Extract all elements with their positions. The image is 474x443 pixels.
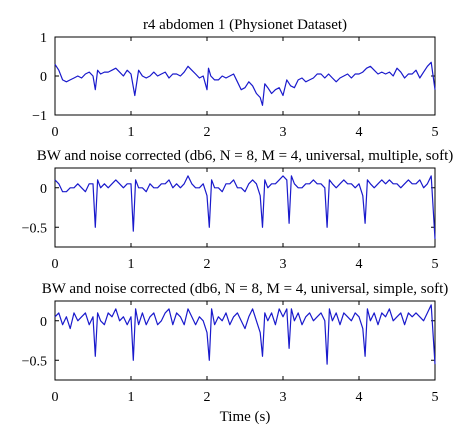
x-tick-label: 5 (432, 257, 439, 272)
y-tick-label: −0.5 (22, 354, 47, 369)
panel-3: BW and noise corrected (db6, N = 8, M = … (22, 281, 449, 425)
y-tick-label: −1 (32, 109, 47, 124)
x-tick-label: 4 (356, 125, 363, 140)
x-tick-label: 0 (52, 125, 59, 140)
x-tick-label: 4 (356, 257, 363, 272)
panel-2-title: BW and noise corrected (db6, N = 8, M = … (37, 148, 454, 164)
x-tick-label: 5 (432, 125, 439, 140)
x-axis-label: Time (s) (220, 409, 271, 425)
x-tick-label: 1 (128, 390, 135, 405)
x-tick-label: 2 (204, 257, 211, 272)
x-tick-label: 3 (280, 390, 287, 405)
panel-2-signal-line (54, 175, 436, 240)
x-tick-label: 2 (204, 125, 211, 140)
panel-2: BW and noise corrected (db6, N = 8, M = … (22, 148, 454, 272)
x-tick-label: 3 (280, 125, 287, 140)
x-tick-label: 4 (356, 390, 363, 405)
x-tick-label: 1 (128, 257, 135, 272)
y-tick-label: 0 (40, 315, 47, 330)
panel-2-axes-frame (54, 167, 436, 248)
x-tick-label: 2 (204, 390, 211, 405)
y-tick-label: 0 (40, 70, 47, 85)
x-tick-label: 3 (280, 257, 287, 272)
panel-3-axes-frame (54, 300, 436, 381)
y-tick-label: 1 (40, 31, 47, 46)
panel-1-axes-frame (54, 36, 436, 116)
y-tick-label: 0 (40, 182, 47, 197)
x-tick-label: 5 (432, 390, 439, 405)
panel-3-title: BW and noise corrected (db6, N = 8, M = … (42, 281, 449, 297)
panel-3-signal-line (54, 304, 436, 365)
x-tick-label: 0 (52, 390, 59, 405)
y-tick-label: −0.5 (22, 221, 47, 236)
panel-1-signal-line (54, 61, 436, 106)
x-tick-label: 0 (52, 257, 59, 272)
panel-1-title: r4 abdomen 1 (Physionet Dataset) (143, 17, 347, 33)
panel-1: r4 abdomen 1 (Physionet Dataset) 0 1 2 3 4 5 1 0… (32, 17, 438, 140)
x-tick-label: 1 (128, 125, 135, 140)
